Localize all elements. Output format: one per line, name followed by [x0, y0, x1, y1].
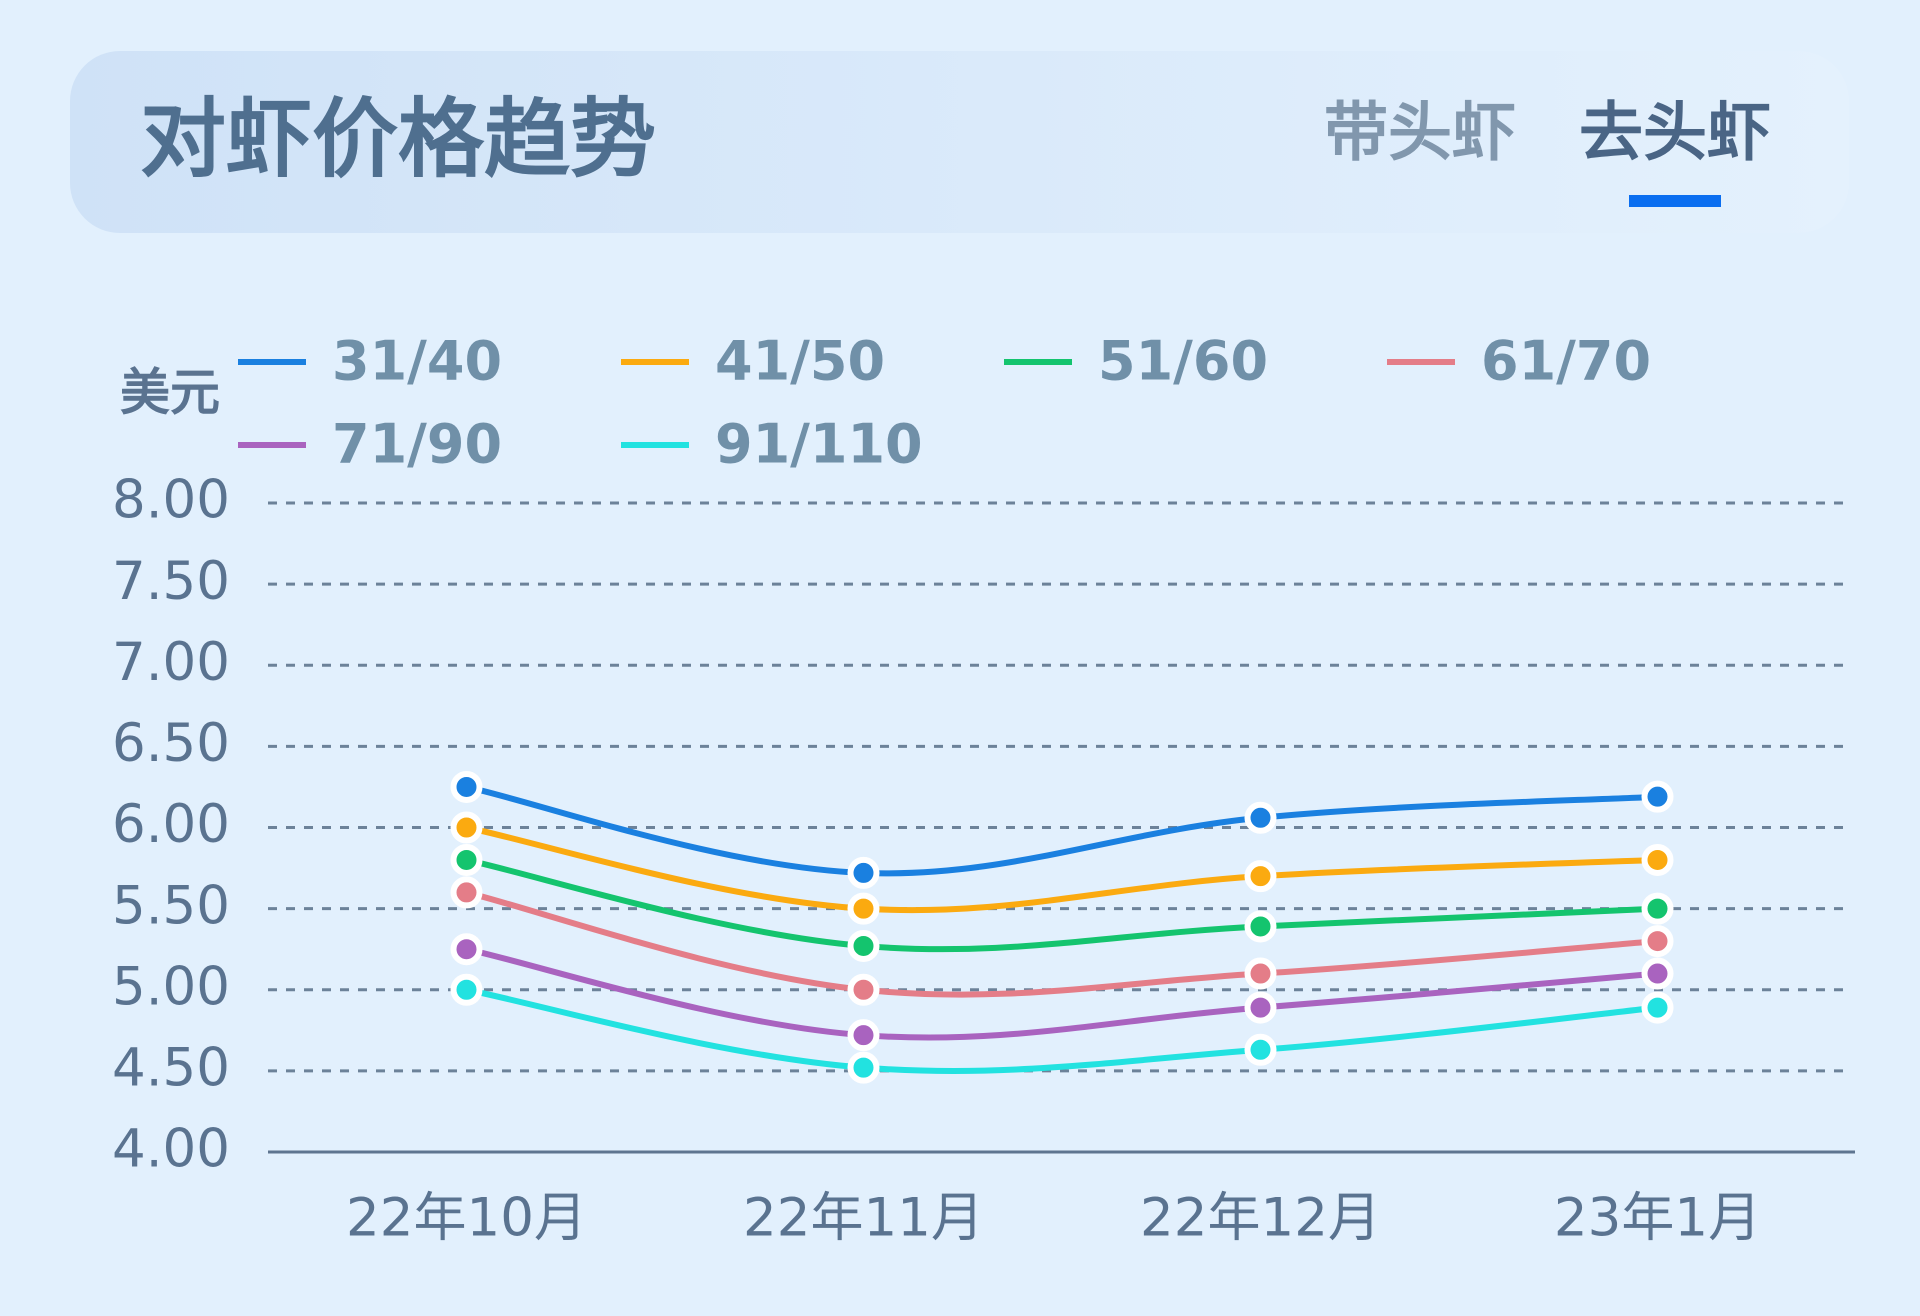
header-panel	[70, 51, 1849, 233]
data-point	[847, 856, 880, 889]
data-point	[847, 1051, 880, 1084]
y-tick-label: 6.00	[112, 794, 230, 855]
data-point	[1244, 860, 1277, 893]
data-point	[1244, 1033, 1277, 1066]
series-line	[465, 784, 1658, 877]
y-tick-label: 4.00	[112, 1119, 230, 1180]
series-line	[465, 824, 1658, 914]
tab[interactable]: 去头虾	[1579, 97, 1771, 171]
y-tick-label: 7.00	[112, 632, 230, 693]
series-line	[465, 986, 1658, 1074]
legend-label: 71/90	[332, 413, 502, 476]
data-point	[450, 973, 483, 1006]
x-tick-label: 22年11月	[743, 1188, 984, 1249]
x-tick-label: 22年12月	[1140, 1188, 1381, 1249]
data-point	[450, 770, 483, 803]
data-point	[1641, 843, 1674, 876]
legend-label: 41/50	[715, 330, 885, 393]
data-point	[1641, 780, 1674, 813]
data-point	[450, 843, 483, 876]
data-point	[847, 892, 880, 925]
series-line	[465, 946, 1658, 1041]
tab[interactable]: 带头虾	[1324, 97, 1516, 171]
legend-label: 31/40	[332, 330, 502, 393]
legend-label: 91/110	[715, 413, 923, 476]
data-point	[450, 876, 483, 909]
y-tick-label: 7.50	[112, 551, 230, 612]
x-tick-label: 22年10月	[346, 1188, 587, 1249]
data-point	[847, 973, 880, 1006]
data-point	[1244, 910, 1277, 943]
y-tick-label: 6.50	[112, 713, 230, 774]
y-tick-label: 8.00	[112, 470, 230, 531]
tab-underline	[1629, 195, 1721, 207]
chart-title: 对虾价格趋势	[140, 89, 656, 189]
series-line	[465, 889, 1658, 998]
data-point	[847, 929, 880, 962]
y-tick-label: 5.00	[112, 956, 230, 1017]
y-axis-unit: 美元	[120, 364, 220, 422]
y-tick-label: 4.50	[112, 1038, 230, 1099]
series-line	[465, 857, 1658, 953]
x-tick-label: 23年1月	[1554, 1188, 1761, 1249]
data-point	[1641, 991, 1674, 1024]
data-point	[1641, 957, 1674, 990]
y-tick-label: 5.50	[112, 875, 230, 936]
data-point	[450, 811, 483, 844]
legend-label: 51/60	[1098, 330, 1268, 393]
data-point	[1641, 925, 1674, 958]
data-point	[1244, 801, 1277, 834]
data-point	[1244, 957, 1277, 990]
data-point	[847, 1019, 880, 1052]
data-point	[1641, 892, 1674, 925]
legend-label: 61/70	[1481, 330, 1651, 393]
data-point	[1244, 991, 1277, 1024]
data-point	[450, 933, 483, 966]
